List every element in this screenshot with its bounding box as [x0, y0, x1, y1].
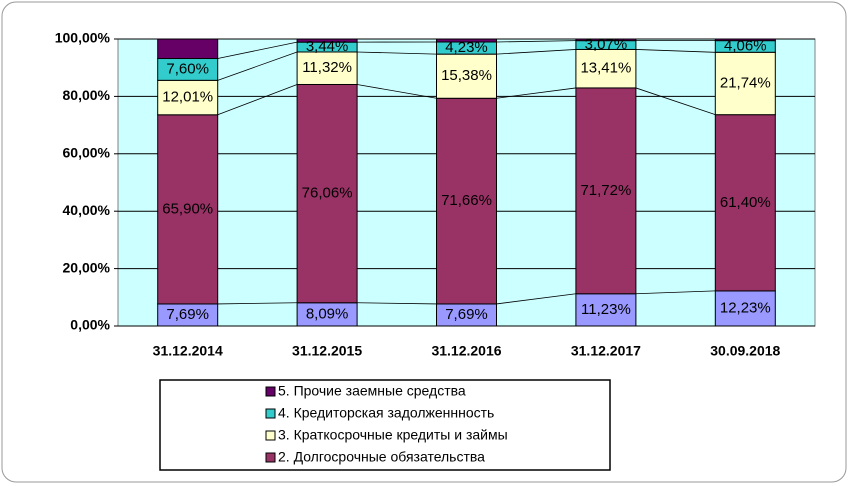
- data-label: 7,60%: [166, 60, 209, 77]
- x-tick-label: 31.12.2016: [431, 343, 501, 359]
- bar-segment: [436, 38, 497, 43]
- x-tick-label: 31.12.2017: [571, 343, 641, 359]
- y-tick-label: 40,00%: [63, 202, 111, 218]
- data-label: 21,74%: [720, 74, 771, 91]
- series-line: [357, 302, 437, 305]
- legend-label: 3. Краткосрочные кредиты и займы: [278, 427, 508, 443]
- data-label: 3,07%: [585, 36, 628, 53]
- data-label: 11,23%: [581, 301, 631, 318]
- data-label: 71,66%: [441, 192, 492, 209]
- bar-segment: [296, 83, 358, 304]
- data-label: 4,23%: [445, 39, 488, 56]
- y-tick-label: 100,00%: [55, 30, 111, 46]
- data-label: 12,23%: [720, 299, 771, 316]
- y-tick-label: 0,00%: [70, 317, 110, 333]
- bar-segment: [714, 114, 776, 292]
- legend-box: [159, 379, 611, 471]
- bar-segment: [296, 38, 358, 43]
- legend-swatch: [265, 386, 276, 397]
- series-line: [357, 84, 437, 99]
- x-tick-label: 30.09.2018: [710, 343, 780, 359]
- series-line: [217, 302, 298, 305]
- legend-label: 4. Кредиторская задолженнность: [278, 405, 494, 421]
- x-tick-label: 31.12.2015: [292, 343, 362, 359]
- series-line: [496, 87, 576, 99]
- bar-segment: [575, 38, 637, 42]
- series-line: [496, 40, 576, 43]
- bar-segment: [436, 97, 497, 305]
- bar-segment: [714, 38, 776, 42]
- bar-segment: [714, 51, 776, 116]
- series-line: [357, 51, 437, 55]
- data-label: 8,09%: [306, 305, 349, 322]
- legend-swatch: [265, 408, 276, 419]
- legend-label: 2. Долгосрочные обязательства: [278, 449, 485, 465]
- data-label: 4,06%: [724, 37, 767, 54]
- series-line: [217, 84, 298, 116]
- series-line: [635, 49, 716, 53]
- y-tick-label: 60,00%: [63, 145, 111, 161]
- y-tick-label: 20,00%: [63, 259, 111, 275]
- data-label: 3,44%: [306, 38, 349, 55]
- bar-segment: [157, 38, 219, 60]
- legend-swatch: [265, 452, 276, 463]
- data-label: 61,40%: [720, 194, 771, 211]
- series-line: [635, 290, 716, 295]
- series-line: [217, 41, 298, 59]
- bar-segment: [575, 293, 637, 327]
- data-label: 71,72%: [580, 182, 631, 199]
- legend-swatch: [265, 430, 276, 441]
- series-line: [496, 293, 576, 305]
- bar-segment: [575, 48, 637, 89]
- data-label: 65,90%: [162, 200, 213, 217]
- data-label: 7,69%: [166, 306, 209, 323]
- x-tick-label: 31.12.2014: [153, 343, 223, 359]
- series-line: [217, 51, 298, 81]
- series-line: [635, 87, 716, 116]
- bar-segment: [714, 290, 776, 327]
- data-label: 12,01%: [162, 89, 213, 106]
- series-line: [496, 49, 576, 55]
- data-label: 15,38%: [441, 67, 492, 84]
- bar-segment: [575, 87, 637, 295]
- data-label: 76,06%: [302, 185, 353, 202]
- data-label: 11,32%: [302, 59, 352, 76]
- y-tick-label: 80,00%: [63, 87, 111, 103]
- legend-label: 5. Прочие заемные средства: [278, 383, 466, 399]
- data-label: 7,69%: [445, 306, 488, 323]
- data-label: 13,41%: [580, 60, 631, 77]
